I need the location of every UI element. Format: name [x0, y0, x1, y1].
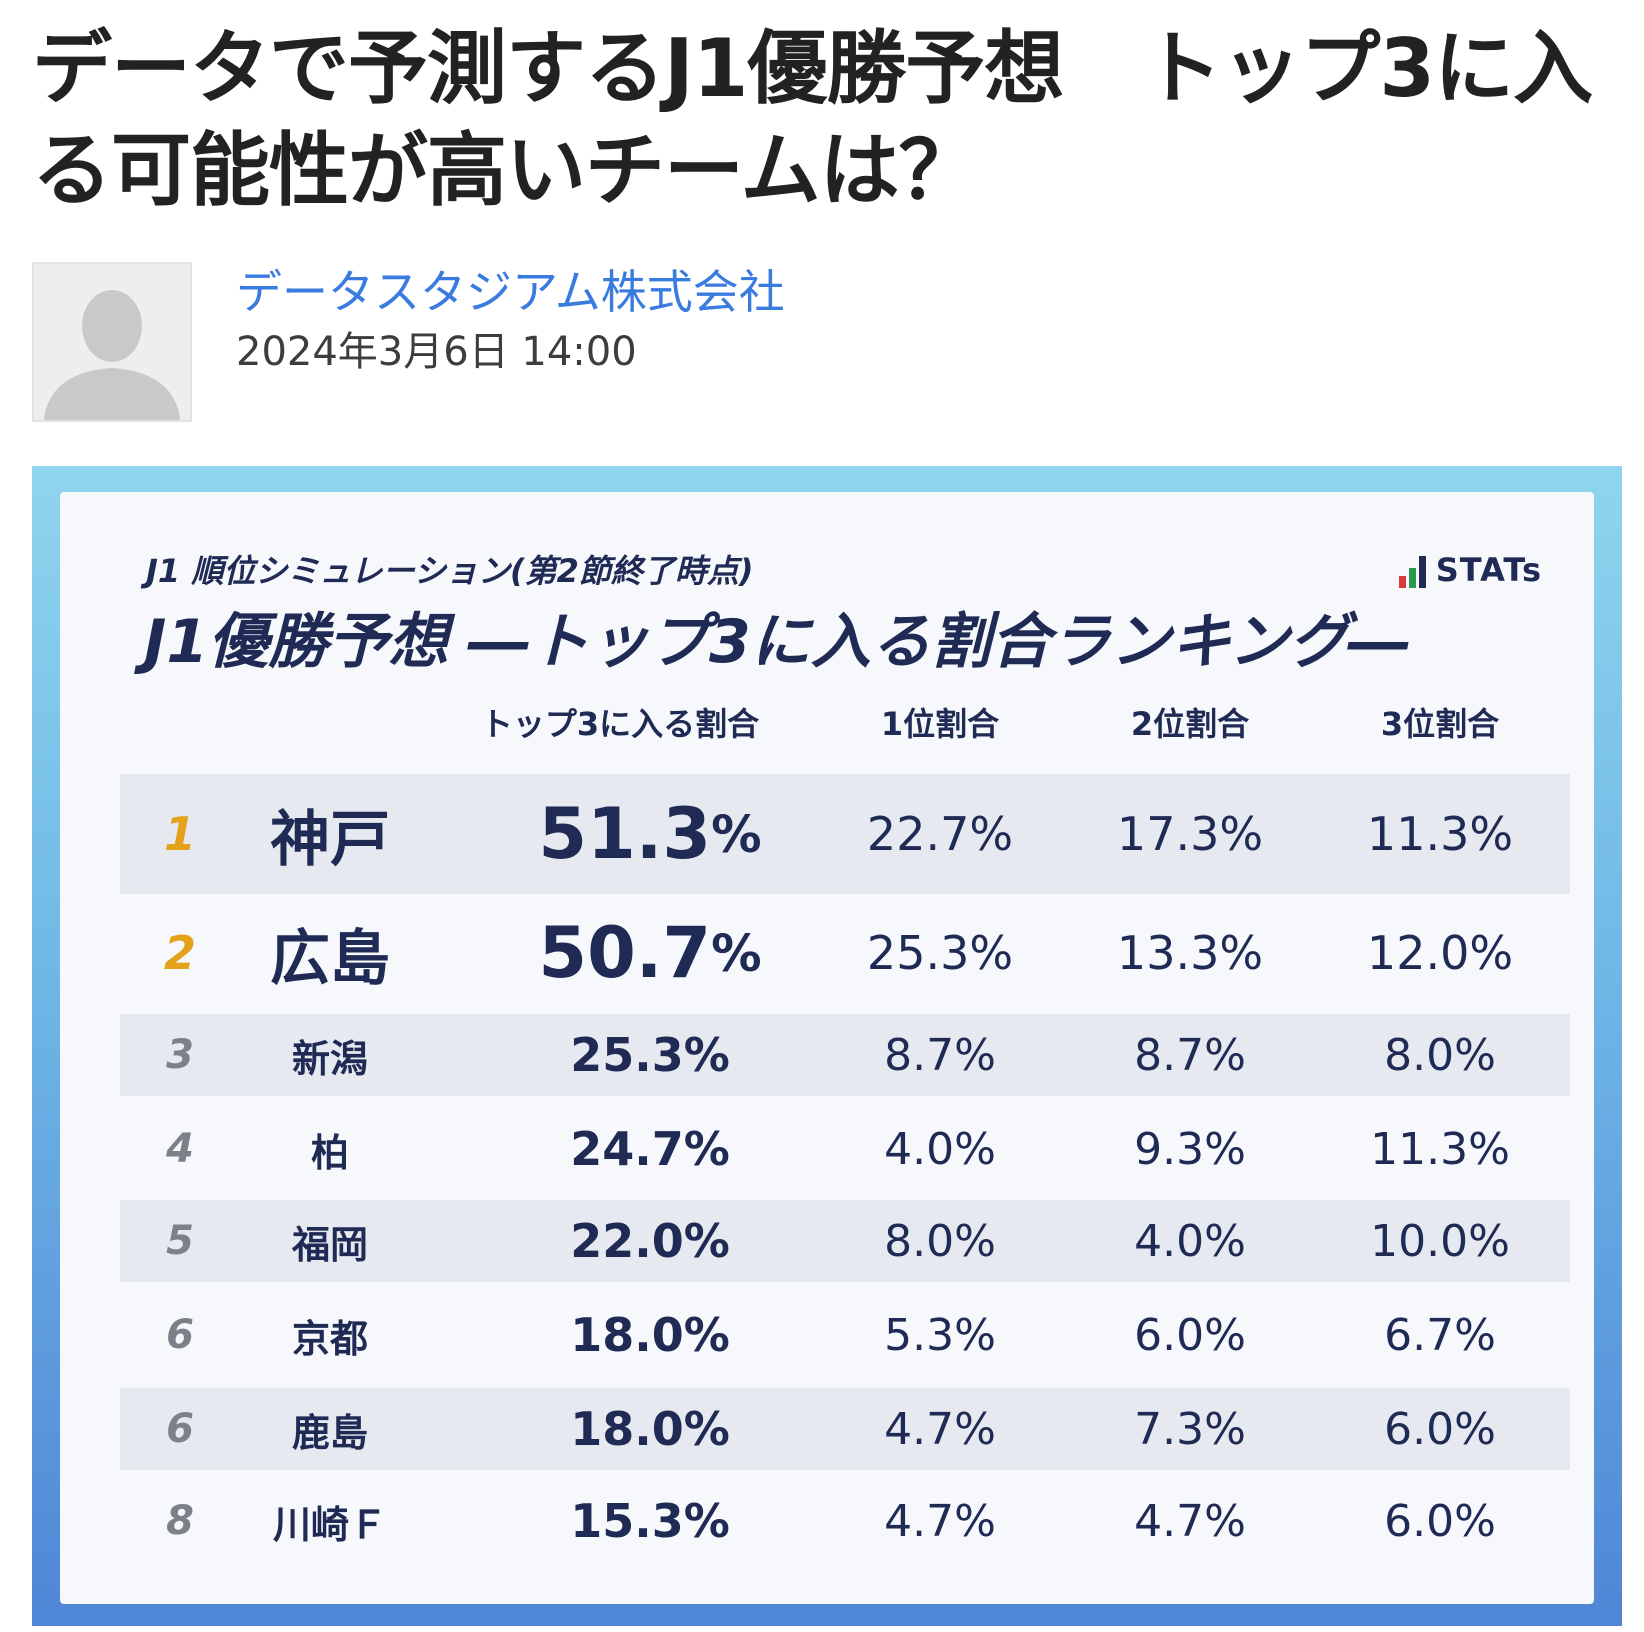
rank-number: 2 — [163, 926, 196, 980]
second-place-percentage: 7.3% — [1134, 1403, 1246, 1455]
second-place-percentage: 6.0% — [1134, 1309, 1246, 1361]
team-name: 川崎Ｆ — [272, 1502, 387, 1547]
third-place-percentage: 11.3% — [1370, 1123, 1510, 1175]
article-title: データで予測するJ1優勝予想 トップ3に入る可能性が高いチームは？ — [32, 22, 1593, 217]
third-place-percentage: 11.3% — [1366, 807, 1514, 861]
top3-percentage: 18.0% — [570, 1402, 730, 1456]
rank-number: 1 — [163, 807, 196, 861]
column-header-first: 1位割合 — [880, 705, 1000, 743]
table-row: 6 鹿島 18.0% 4.7% 7.3% 6.0% — [120, 1388, 1570, 1470]
stats-logo: STATs — [1398, 544, 1542, 589]
top3-percentage: 25.3% — [570, 1028, 730, 1082]
third-place-percentage: 8.0% — [1384, 1029, 1496, 1081]
team-name: 京都 — [291, 1316, 368, 1361]
ranking-figure: J1 順位シミュレーション(第2節終了時点) J1優勝予想 ―トップ3に入る割合… — [32, 466, 1622, 1626]
table-row: 6 京都 18.0% 5.3% 6.0% 6.7% — [120, 1294, 1570, 1376]
figure-subtitle: J1 順位シミュレーション(第2節終了時点) — [146, 552, 754, 590]
first-place-percentage: 5.3% — [884, 1309, 996, 1361]
column-header-second: 2位割合 — [1130, 705, 1250, 743]
column-header-third: 3位割合 — [1380, 705, 1500, 743]
first-place-percentage: 22.7% — [866, 807, 1014, 861]
top3-percentage: 18.0% — [570, 1308, 730, 1362]
rank-number: 6 — [166, 1406, 194, 1452]
rank-number: 3 — [166, 1032, 194, 1078]
third-place-percentage: 12.0% — [1366, 926, 1514, 980]
avatar[interactable] — [32, 262, 192, 422]
team-name: 福岡 — [291, 1222, 368, 1267]
second-place-percentage: 9.3% — [1134, 1123, 1246, 1175]
table-row: 2 広島 50.7% 25.3% 13.3% 12.0% — [120, 894, 1570, 1012]
rank-number: 6 — [166, 1312, 194, 1358]
byline: データスタジアム株式会社 2024年3月6日 14:00 — [32, 262, 1032, 426]
table-row: 4 柏 24.7% 4.0% 9.3% 11.3% — [120, 1108, 1570, 1190]
team-name: 広島 — [270, 923, 390, 994]
first-place-percentage: 4.7% — [884, 1403, 996, 1455]
stats-logo-icon — [1398, 556, 1426, 588]
first-place-percentage: 8.0% — [884, 1215, 996, 1267]
rank-number: 8 — [166, 1498, 194, 1544]
percent-sign: % — [711, 923, 762, 983]
table-row: 1 神戸 51.3% 22.7% 17.3% 11.3% — [120, 774, 1570, 894]
first-place-percentage: 8.7% — [884, 1029, 996, 1081]
stats-logo-text: STATs — [1435, 551, 1542, 589]
second-place-percentage: 4.0% — [1134, 1215, 1246, 1267]
top3-percentage: 51.3% — [538, 793, 762, 875]
author-link[interactable]: データスタジアム株式会社 — [236, 265, 785, 319]
second-place-percentage: 8.7% — [1134, 1029, 1246, 1081]
second-place-percentage: 17.3% — [1116, 807, 1264, 861]
rank-number: 5 — [166, 1218, 194, 1264]
ranking-card: J1 順位シミュレーション(第2節終了時点) J1優勝予想 ―トップ3に入る割合… — [60, 492, 1594, 1604]
third-place-percentage: 10.0% — [1370, 1215, 1510, 1267]
first-place-percentage: 4.7% — [884, 1495, 996, 1547]
third-place-percentage: 6.0% — [1384, 1403, 1496, 1455]
third-place-percentage: 6.0% — [1384, 1495, 1496, 1547]
publish-date: 2024年3月6日 14:00 — [236, 329, 637, 375]
rank-number: 4 — [166, 1126, 194, 1172]
figure-title: J1優勝予想 ―トップ3に入る割合ランキング― — [144, 607, 1409, 677]
top3-percentage: 50.7% — [538, 912, 762, 994]
first-place-percentage: 4.0% — [884, 1123, 996, 1175]
third-place-percentage: 6.7% — [1384, 1309, 1496, 1361]
percent-sign: % — [711, 804, 762, 864]
first-place-percentage: 25.3% — [866, 926, 1014, 980]
team-name: 神戸 — [270, 804, 390, 875]
top3-percentage: 22.0% — [570, 1214, 730, 1268]
second-place-percentage: 4.7% — [1134, 1495, 1246, 1547]
column-header-top3: トップ3に入る割合 — [480, 705, 760, 743]
team-name: 新潟 — [291, 1036, 368, 1081]
second-place-percentage: 13.3% — [1116, 926, 1264, 980]
table-row: 3 新潟 25.3% 8.7% 8.7% 8.0% — [120, 1014, 1570, 1096]
top3-percentage: 24.7% — [570, 1122, 730, 1176]
default-avatar-icon — [34, 264, 190, 420]
top3-percentage: 15.3% — [570, 1494, 730, 1548]
team-name: 鹿島 — [291, 1410, 368, 1455]
table-row: 8 川崎Ｆ 15.3% 4.7% 4.7% 6.0% — [120, 1480, 1570, 1562]
team-name: 柏 — [310, 1130, 349, 1175]
table-row: 5 福岡 22.0% 8.0% 4.0% 10.0% — [120, 1200, 1570, 1282]
